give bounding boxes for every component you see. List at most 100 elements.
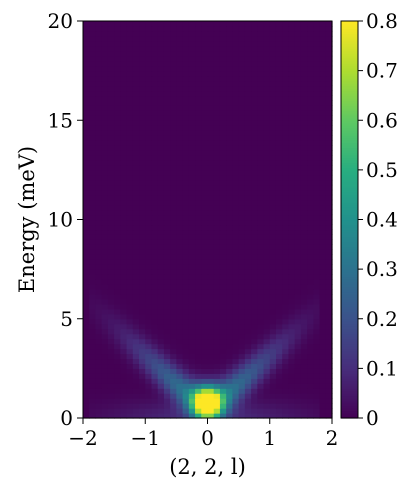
heatmap-cell — [325, 135, 333, 141]
heatmap-cell — [83, 100, 90, 106]
heatmap-cell — [89, 343, 97, 350]
heatmap-cell — [182, 50, 190, 57]
heatmap-cell — [95, 348, 103, 355]
heatmap-cell — [132, 125, 140, 131]
heatmap-cell — [83, 130, 90, 136]
heatmap-cell — [95, 75, 103, 82]
heatmap-cell — [288, 120, 296, 126]
heatmap-cell — [83, 224, 90, 231]
heatmap-cell — [275, 293, 283, 300]
heatmap-cell — [288, 95, 296, 101]
heatmap-cell — [145, 224, 153, 231]
heatmap-cell — [282, 50, 290, 57]
colorbar-segment — [341, 212, 358, 216]
heatmap-cell — [114, 150, 121, 156]
heatmap-cell — [157, 333, 165, 340]
heatmap-cell — [219, 140, 227, 146]
heatmap-cell — [325, 318, 333, 325]
heatmap-cell — [232, 363, 240, 369]
heatmap-cell — [307, 95, 314, 101]
heatmap-cell — [151, 55, 159, 62]
heatmap-cell — [89, 204, 97, 211]
heatmap-cell — [139, 393, 146, 399]
heatmap-cell — [89, 413, 97, 419]
y-axis-label: Energy (meV) — [15, 146, 39, 293]
heatmap-cell — [188, 130, 196, 136]
heatmap-cell — [257, 199, 265, 206]
colorbar-segment — [341, 107, 358, 111]
heatmap-cell — [126, 40, 134, 47]
heatmap-cell — [101, 348, 109, 355]
heatmap-cell — [207, 209, 215, 216]
heatmap-cell — [238, 21, 246, 27]
heatmap-cell — [151, 298, 159, 305]
heatmap-cell — [263, 115, 271, 121]
heatmap-cell — [269, 288, 277, 295]
heatmap-cell — [319, 204, 327, 211]
heatmap-cell — [95, 189, 103, 196]
heatmap-cell — [319, 353, 327, 360]
heatmap-cell — [282, 55, 290, 62]
heatmap-cell — [313, 239, 321, 245]
heatmap-cell — [170, 224, 177, 231]
heatmap-cell — [151, 174, 159, 181]
heatmap-cell — [213, 100, 221, 106]
heatmap-cell — [319, 308, 327, 315]
heatmap-cell — [139, 75, 146, 82]
heatmap-cell — [257, 184, 265, 191]
heatmap-cell — [139, 353, 146, 360]
heatmap-cell — [232, 249, 240, 255]
heatmap-cell — [170, 90, 177, 97]
heatmap-cell — [83, 343, 90, 350]
heatmap-cell — [294, 348, 302, 355]
heatmap-cell — [132, 288, 140, 295]
heatmap-cell — [182, 303, 190, 310]
heatmap-cell — [195, 60, 202, 67]
heatmap-cell — [139, 179, 146, 186]
heatmap-cell — [251, 75, 258, 82]
colorbar-segment — [341, 80, 358, 84]
heatmap-cell — [275, 174, 283, 181]
heatmap-cell — [83, 338, 90, 345]
heatmap-cell — [282, 368, 290, 374]
heatmap-cell — [101, 368, 109, 374]
heatmap-cell — [163, 209, 171, 216]
heatmap-cell — [263, 308, 271, 315]
colorbar-segment — [341, 33, 358, 37]
heatmap-cell — [257, 269, 265, 275]
heatmap-cell — [188, 179, 196, 186]
heatmap-cell — [213, 368, 221, 374]
heatmap-cell — [182, 135, 190, 141]
heatmap-cell — [325, 95, 333, 101]
heatmap-cell — [269, 115, 277, 121]
heatmap-cell — [188, 229, 196, 235]
heatmap-cell — [263, 30, 271, 37]
heatmap-cell — [244, 264, 252, 270]
heatmap-cell — [107, 30, 115, 37]
heatmap-cell — [319, 70, 327, 77]
heatmap-cell — [307, 398, 314, 404]
heatmap-cell — [325, 45, 333, 52]
heatmap-cell — [325, 80, 333, 87]
heatmap-cell — [95, 229, 103, 235]
heatmap-cell — [126, 284, 134, 290]
colorbar-segment — [341, 311, 358, 315]
heatmap-cell — [207, 21, 215, 27]
heatmap-cell — [145, 244, 153, 250]
heatmap-cell — [275, 388, 283, 394]
heatmap-cell — [238, 115, 246, 121]
heatmap-cell — [238, 50, 246, 57]
heatmap-cell — [101, 35, 109, 42]
heatmap-cell — [114, 30, 121, 37]
heatmap-cell — [269, 328, 277, 335]
heatmap-cell — [269, 388, 277, 394]
heatmap-cell — [325, 224, 333, 231]
heatmap-cell — [300, 130, 308, 136]
heatmap-cell — [101, 184, 109, 191]
heatmap-cell — [176, 194, 184, 201]
heatmap-cell — [313, 279, 321, 285]
heatmap-cell — [101, 199, 109, 206]
heatmap-cell — [201, 264, 209, 270]
heatmap-cell — [238, 120, 246, 126]
heatmap-cell — [294, 55, 302, 62]
